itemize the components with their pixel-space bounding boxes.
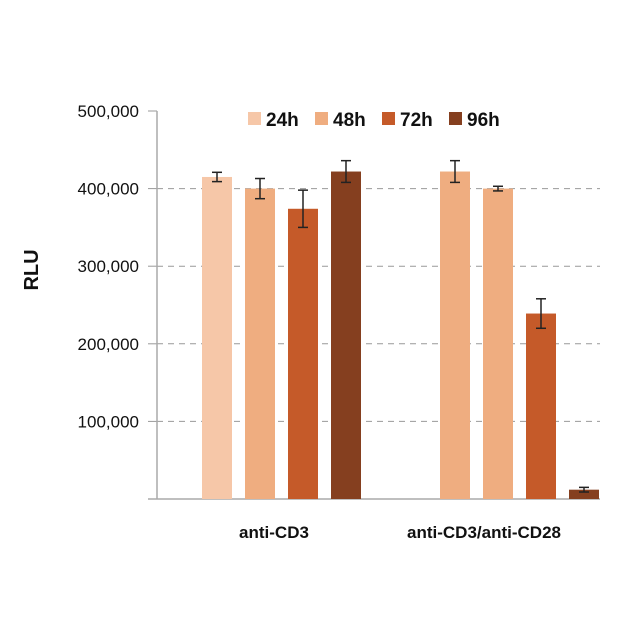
bar-72h-0 <box>288 208 318 499</box>
y-tick-label: 100,000 <box>78 412 139 431</box>
legend-label: 72h <box>400 110 433 131</box>
bar-96h-1 <box>569 489 599 499</box>
y-axis-ticks: 100,000 200,000 300,000 400,000 500,000 <box>78 102 157 431</box>
error-bar <box>212 171 222 183</box>
legend-swatch-24h <box>248 112 261 125</box>
bar-72h-1 <box>526 313 556 499</box>
y-tick-label: 500,000 <box>78 102 139 121</box>
bar-24h-1 <box>440 171 470 499</box>
legend-swatch-72h <box>382 112 395 125</box>
category-label: anti-CD3 <box>239 523 309 542</box>
bars <box>202 159 599 499</box>
error-bar <box>255 177 265 200</box>
legend: 24h 48h 72h 96h <box>248 110 500 131</box>
y-tick-label: 200,000 <box>78 335 139 354</box>
error-bar <box>493 185 503 192</box>
bar-48h-0 <box>245 188 275 499</box>
error-bar <box>536 298 546 330</box>
legend-label: 24h <box>266 110 299 131</box>
error-bar <box>450 159 460 184</box>
y-tick-label: 300,000 <box>78 257 139 276</box>
y-tick-label: 400,000 <box>78 180 139 199</box>
legend-label: 96h <box>467 110 500 131</box>
y-axis-label: RLU <box>21 249 43 290</box>
error-bar <box>341 159 351 184</box>
legend-swatch-48h <box>315 112 328 125</box>
gridlines <box>157 188 600 422</box>
bar-96h-0 <box>331 171 361 499</box>
error-bar <box>579 486 589 493</box>
legend-label: 48h <box>333 110 366 131</box>
legend-swatch-96h <box>449 112 462 125</box>
category-labels: anti-CD3 anti-CD3/anti-CD28 <box>239 523 561 542</box>
bar-48h-1 <box>483 188 513 499</box>
error-bar <box>298 189 308 229</box>
category-label: anti-CD3/anti-CD28 <box>407 523 561 542</box>
bar-24h-0 <box>202 176 232 499</box>
